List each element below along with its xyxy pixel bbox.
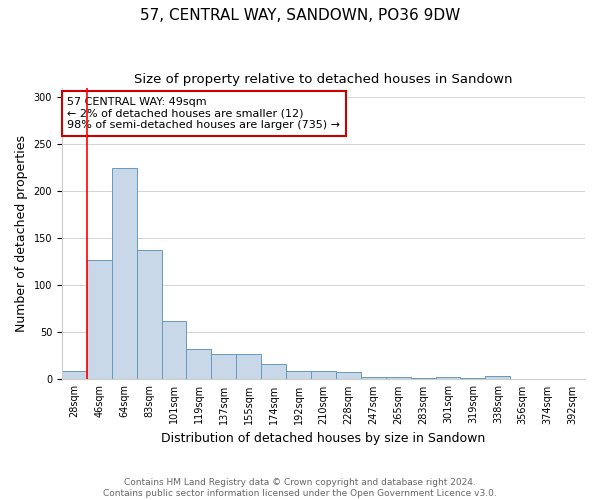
Bar [112, 168, 137, 380]
Bar [410, 378, 436, 380]
Bar [261, 364, 286, 380]
Bar [211, 354, 236, 380]
Bar [460, 378, 485, 380]
X-axis label: Distribution of detached houses by size in Sandown: Distribution of detached houses by size … [161, 432, 485, 445]
Bar [386, 376, 410, 380]
Bar [87, 260, 112, 380]
Text: 57, CENTRAL WAY, SANDOWN, PO36 9DW: 57, CENTRAL WAY, SANDOWN, PO36 9DW [140, 8, 460, 22]
Bar [286, 371, 311, 380]
Bar [485, 376, 510, 380]
Bar [236, 354, 261, 380]
Text: Contains HM Land Registry data © Crown copyright and database right 2024.
Contai: Contains HM Land Registry data © Crown c… [103, 478, 497, 498]
Bar [62, 371, 87, 380]
Bar [336, 372, 361, 380]
Y-axis label: Number of detached properties: Number of detached properties [15, 135, 28, 332]
Bar [161, 321, 187, 380]
Bar [311, 371, 336, 380]
Text: 57 CENTRAL WAY: 49sqm
← 2% of detached houses are smaller (12)
98% of semi-detac: 57 CENTRAL WAY: 49sqm ← 2% of detached h… [67, 97, 340, 130]
Bar [137, 250, 161, 380]
Title: Size of property relative to detached houses in Sandown: Size of property relative to detached ho… [134, 72, 513, 86]
Bar [361, 376, 386, 380]
Bar [436, 376, 460, 380]
Bar [187, 350, 211, 380]
